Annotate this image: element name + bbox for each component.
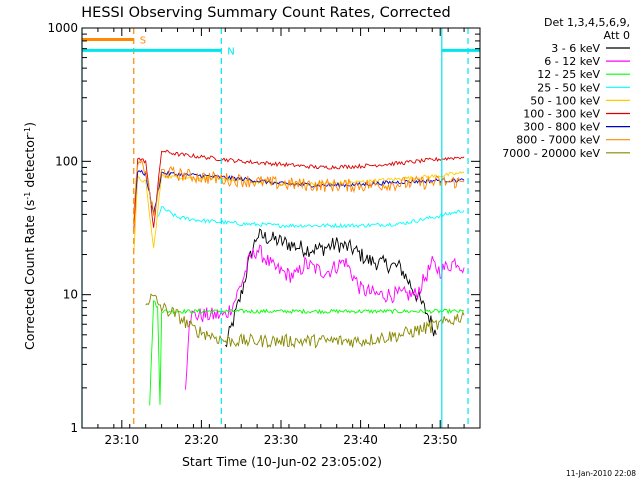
series-line-5 — [133, 149, 465, 232]
x-tick-label: 23:30 — [264, 433, 299, 447]
legend-header-line-2: Att 0 — [604, 29, 630, 42]
y-axis-label-text: Corrected Count Rate (s-1 detector-1) — [22, 122, 37, 350]
x-tick-label: 23:40 — [343, 433, 378, 447]
flag-label-0: S — [140, 35, 146, 46]
y-axis-ticks: 1 10 100 1000 — [47, 21, 480, 435]
x-axis-ticks: 23:10 23:20 23:30 23:40 23:50 — [97, 28, 465, 447]
y-axis-label: Corrected Count Rate (s-1 detector-1) — [22, 122, 37, 350]
legend-label-5: 100 - 300 keV — [523, 108, 600, 121]
series-line-0 — [224, 228, 437, 348]
flag-label-1: N — [227, 46, 234, 57]
legend-label-8: 7000 - 20000 keV — [502, 147, 600, 160]
x-tick-label: 23:10 — [105, 433, 140, 447]
legend-label-3: 25 - 50 keV — [537, 81, 600, 94]
series-line-8 — [145, 293, 465, 349]
y-tick-label: 10 — [63, 288, 78, 302]
legend-label-7: 800 - 7000 keV — [516, 134, 600, 147]
series-line-3 — [157, 206, 465, 229]
y-tick-label: 100 — [55, 154, 78, 168]
y-axis-label-part: detector — [22, 134, 37, 192]
series-line-1 — [185, 244, 465, 390]
series-line-2 — [149, 300, 465, 406]
y-tick-label: 1000 — [47, 21, 78, 35]
y-axis-label-part: ) — [22, 122, 37, 127]
legend-label-6: 300 - 800 keV — [523, 121, 600, 134]
legend-label-4: 50 - 100 keV — [530, 94, 600, 107]
legend-label-0: 3 - 6 keV — [551, 42, 600, 55]
y-axis-label-part: -1 — [23, 192, 32, 200]
y-axis-label-part: -1 — [23, 127, 32, 135]
legend-label-1: 6 - 12 keV — [544, 55, 600, 68]
observing-flags: SN — [82, 35, 480, 57]
plot-series — [133, 149, 465, 406]
legend-header-line-1: Det 1,3,4,5,6,9, — [544, 16, 630, 29]
plot-timestamp: 11-Jan-2010 22:08 — [566, 469, 636, 478]
series-line-7 — [133, 159, 465, 224]
x-tick-label: 23:50 — [423, 433, 458, 447]
x-axis-label: Start Time (10-Jun-02 23:05:02) — [182, 454, 382, 469]
x-tick-label: 23:20 — [184, 433, 219, 447]
legend-label-2: 12 - 25 keV — [537, 68, 600, 81]
y-axis-label-part: Corrected Count Rate (s — [22, 200, 37, 350]
chart-title: HESSI Observing Summary Count Rates, Cor… — [81, 5, 450, 21]
y-tick-label: 1 — [70, 421, 78, 435]
